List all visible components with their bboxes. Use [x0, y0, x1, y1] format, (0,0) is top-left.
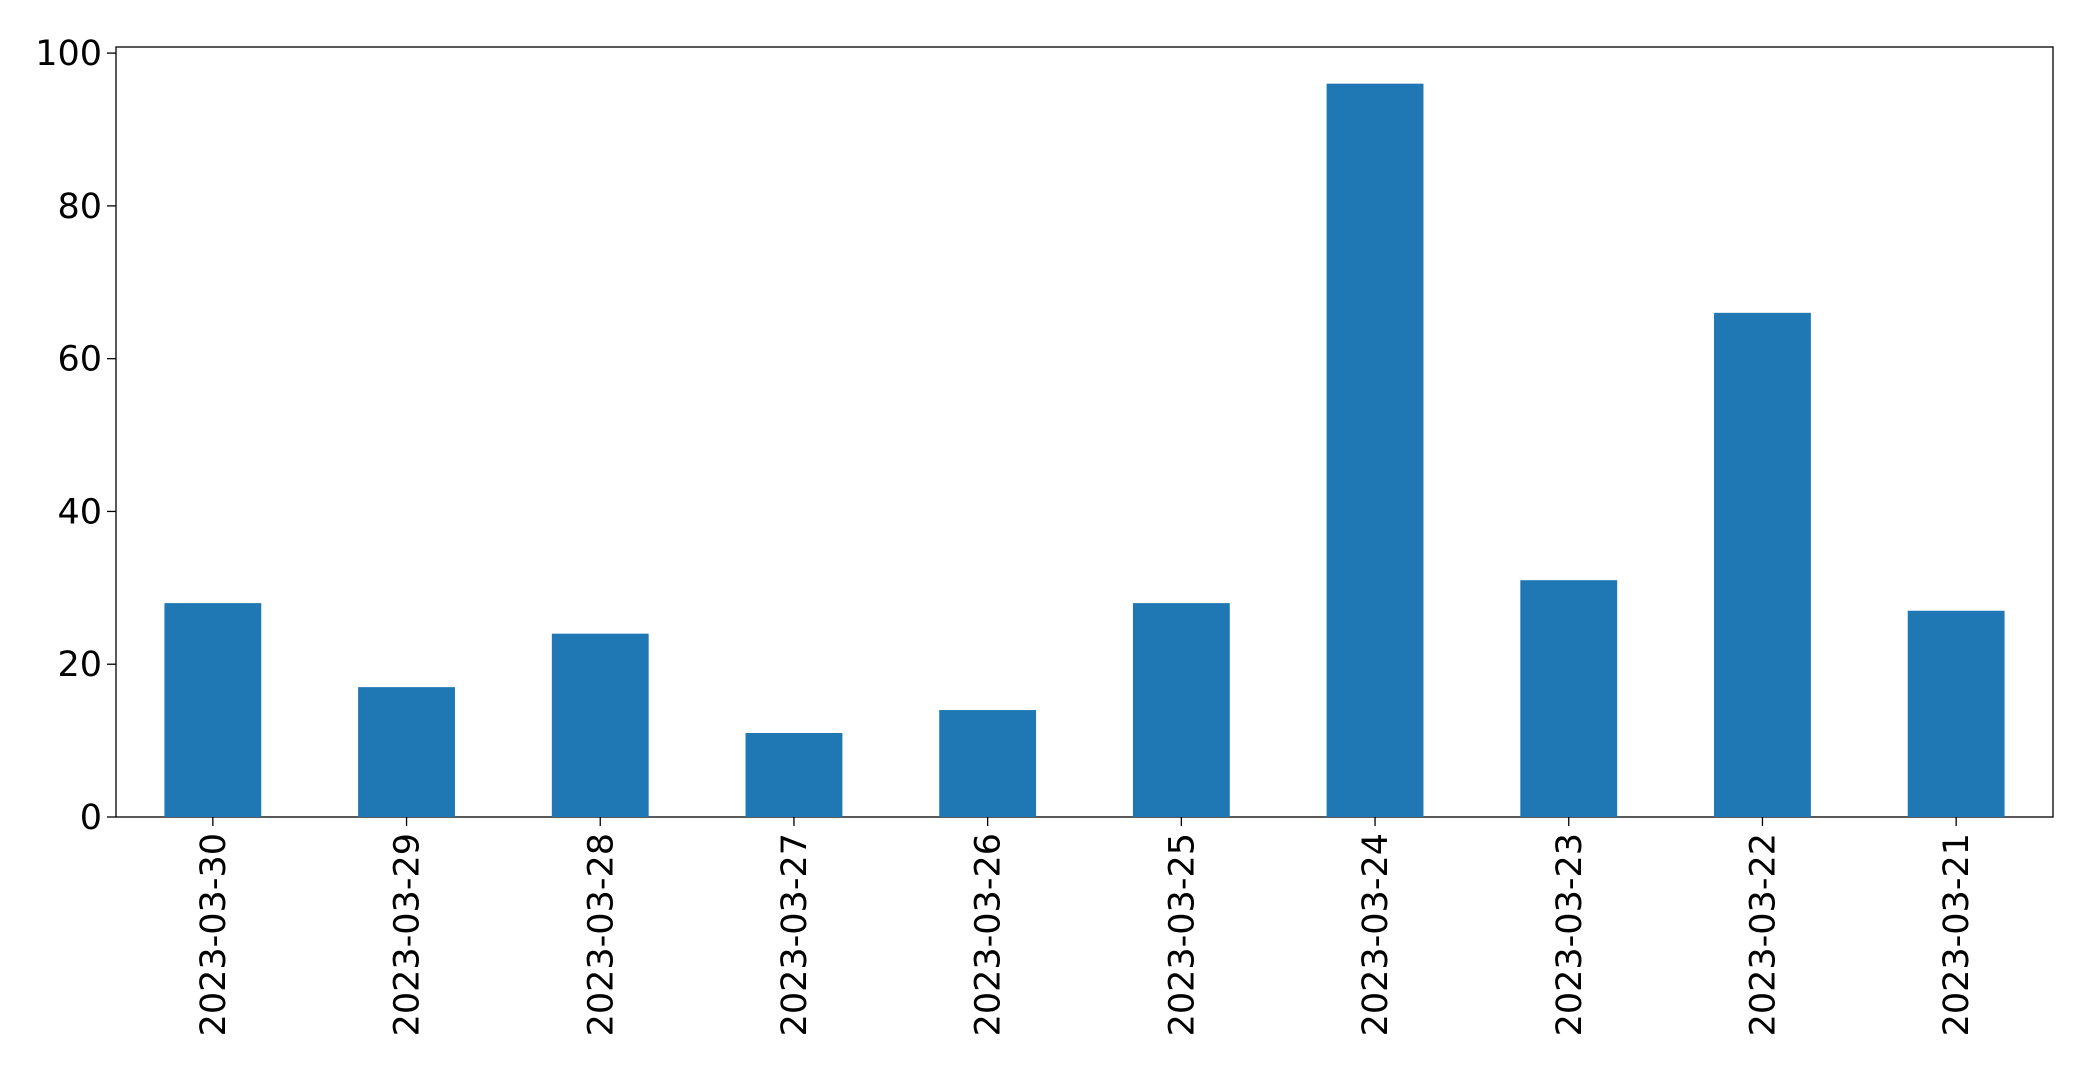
bar	[939, 710, 1037, 817]
y-tick-label: 100	[35, 34, 102, 74]
x-tick-label: 2023-03-26	[969, 833, 1009, 1036]
x-tick-label: 2023-03-28	[581, 833, 621, 1036]
y-tick-label: 80	[57, 187, 102, 227]
bar	[1714, 312, 1811, 817]
y-tick-label: 20	[57, 645, 102, 685]
bar	[1132, 603, 1230, 817]
bar	[1520, 580, 1618, 817]
y-tick-label: 0	[80, 798, 102, 838]
bar	[164, 603, 262, 817]
x-tick-label: 2023-03-23	[1550, 833, 1590, 1036]
bar	[1907, 610, 2005, 817]
bar	[358, 687, 455, 817]
x-tick-label: 2023-03-25	[1162, 833, 1202, 1036]
plot-frame	[115, 46, 2054, 818]
x-tick-label: 2023-03-29	[388, 833, 428, 1036]
x-tick-label: 2023-03-30	[194, 833, 234, 1036]
x-tick-label: 2023-03-22	[1743, 833, 1783, 1036]
y-tick-label: 60	[57, 340, 102, 380]
y-tick-label: 40	[57, 492, 102, 532]
bar	[745, 732, 843, 817]
x-tick-label: 2023-03-27	[775, 833, 815, 1036]
bar	[551, 633, 649, 817]
x-tick-label: 2023-03-21	[1937, 833, 1977, 1036]
x-tick-label: 2023-03-24	[1356, 833, 1396, 1036]
bar	[1326, 83, 1424, 817]
